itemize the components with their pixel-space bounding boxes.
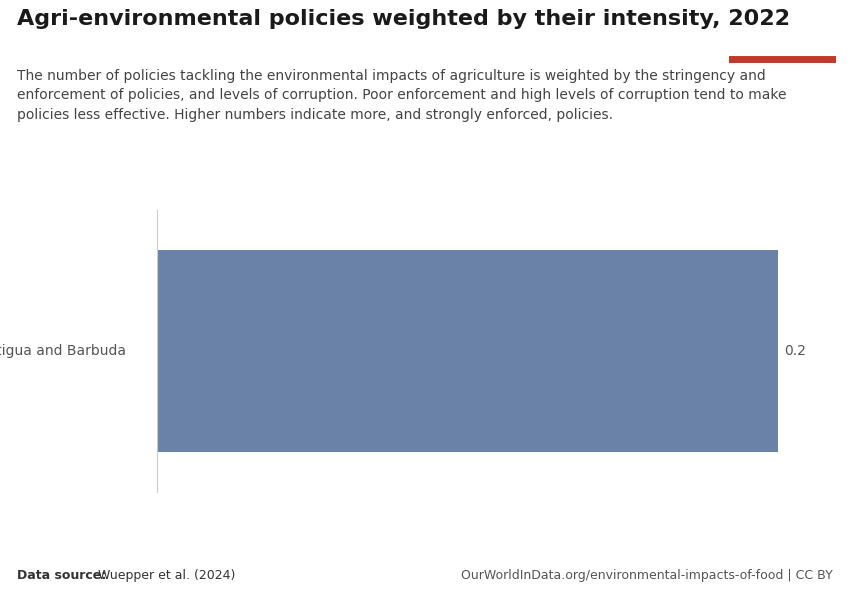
Text: Agri-environmental policies weighted by their intensity, 2022: Agri-environmental policies weighted by … bbox=[17, 9, 790, 29]
Text: Wuepper et al. (2024): Wuepper et al. (2024) bbox=[98, 569, 235, 582]
Text: The number of policies tackling the environmental impacts of agriculture is weig: The number of policies tackling the envi… bbox=[17, 69, 786, 122]
Text: Antigua and Barbuda: Antigua and Barbuda bbox=[0, 344, 126, 358]
Bar bbox=[157, 250, 778, 452]
Text: 0.2: 0.2 bbox=[784, 344, 806, 358]
Text: Our World
in Data: Our World in Data bbox=[749, 16, 816, 46]
Text: OurWorldInData.org/environmental-impacts-of-food | CC BY: OurWorldInData.org/environmental-impacts… bbox=[462, 569, 833, 582]
Text: Data source:: Data source: bbox=[17, 569, 106, 582]
